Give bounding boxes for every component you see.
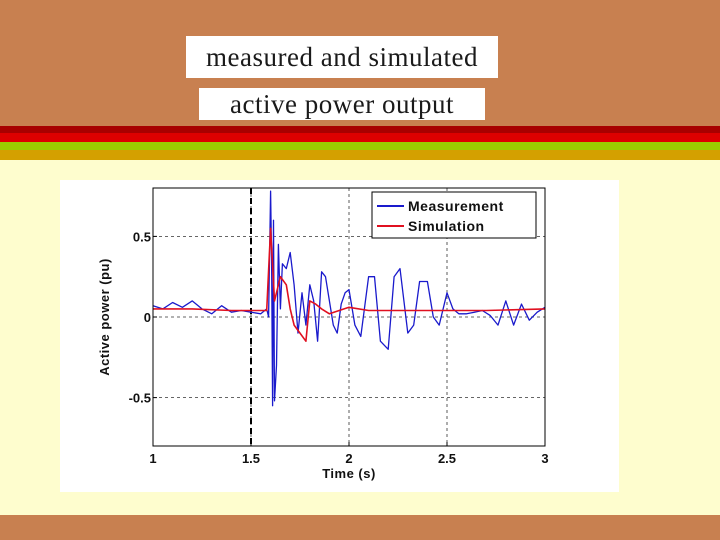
y-axis-label: Active power (pu) — [97, 258, 112, 376]
slide-title-line-1: measured and simulated — [186, 36, 498, 78]
series-line-measurement — [152, 190, 546, 407]
legend-label-measurement: Measurement — [408, 198, 504, 214]
series-line-simulation — [153, 227, 546, 342]
legend-label-simulation: Simulation — [408, 218, 485, 234]
slide-title-line-2: active power output — [199, 88, 485, 120]
y-tick-label-0: 0.5 — [133, 229, 151, 244]
stripe-red — [0, 133, 720, 142]
x-axis-label: Time (s) — [322, 466, 376, 481]
y-tick-label-2: -0.5 — [129, 391, 151, 406]
active-power-chart: 1 1.5 2 2.5 3 0.5 0 -0.5 Time (s) Active power (p… — [97, 187, 549, 481]
stripe-gold — [0, 150, 720, 160]
x-tick-label-3: 2.5 — [438, 451, 456, 466]
legend-box — [371, 191, 537, 239]
footer-band — [0, 515, 720, 540]
x-tick-label-2: 2 — [345, 451, 352, 466]
stripe-green — [0, 142, 720, 150]
x-tick-label-0: 1 — [149, 451, 156, 466]
stripe-dark-red — [0, 126, 720, 133]
chart-panel: 1 1.5 2 2.5 3 0.5 0 -0.5 Time (s) Active power (p… — [60, 180, 619, 492]
x-tick-label-1: 1.5 — [242, 451, 260, 466]
y-tick-label-1: 0 — [144, 310, 151, 325]
x-tick-label-4: 3 — [541, 451, 548, 466]
